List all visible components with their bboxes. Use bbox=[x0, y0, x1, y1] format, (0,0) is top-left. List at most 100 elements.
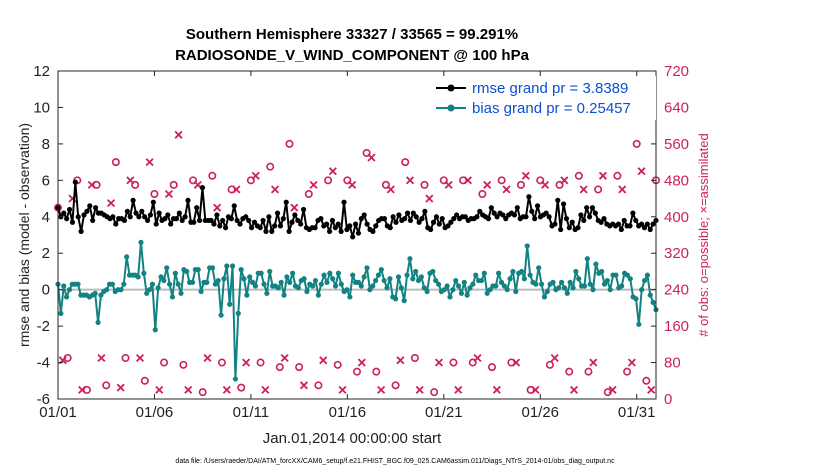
rmse-point bbox=[592, 210, 598, 216]
rmse-point bbox=[601, 216, 607, 222]
rmse-point bbox=[228, 216, 234, 222]
obs-possible-marker bbox=[381, 180, 390, 189]
bias-point bbox=[447, 294, 453, 300]
y-axis-right-label: # of obs: o=possible; ×=assimilated bbox=[696, 133, 711, 336]
y-axis-label: rmse and bias (model - observation) bbox=[16, 123, 32, 347]
y-tick-label: -4 bbox=[37, 355, 50, 372]
obs-possible-marker bbox=[574, 171, 583, 180]
obs-possible-marker bbox=[410, 353, 419, 362]
bias-point bbox=[498, 279, 505, 285]
bias-point bbox=[570, 285, 576, 291]
x-tick-label: 01/06 bbox=[136, 404, 174, 421]
obs-assimilated-marker bbox=[386, 185, 395, 194]
rmse-point bbox=[274, 210, 281, 216]
rmse-point bbox=[454, 212, 460, 218]
axes: -6 -4 -2 0 2 4 6 8 10 12 0 80 160 240 320 400 480 560 640 7… bbox=[33, 63, 689, 421]
bias-point bbox=[518, 268, 525, 275]
obs-count-markers bbox=[53, 130, 660, 397]
bias-point bbox=[627, 276, 633, 282]
bias-point bbox=[604, 277, 610, 284]
y-tick-label: 10 bbox=[33, 99, 50, 116]
obs-possible-marker bbox=[246, 176, 255, 185]
obs-assimilated-marker bbox=[232, 185, 241, 194]
rmse-point bbox=[627, 223, 633, 229]
bias-point bbox=[252, 283, 259, 289]
rmse-point bbox=[318, 216, 324, 222]
y-right-tick-label: 480 bbox=[664, 172, 689, 189]
chart-title-line2: RADIOSONDE_V_WIND_COMPONENT @ 100 hPa bbox=[175, 47, 530, 64]
rmse-point bbox=[491, 210, 497, 216]
obs-assimilated-marker bbox=[483, 180, 492, 189]
bias-point bbox=[161, 277, 167, 284]
rmse-point bbox=[390, 214, 396, 220]
bias-point bbox=[138, 239, 144, 245]
rmse-point bbox=[638, 221, 645, 227]
bias-point bbox=[310, 283, 316, 289]
obs-possible-marker bbox=[430, 388, 439, 397]
y-tick-label: 0 bbox=[42, 282, 50, 299]
bias-point bbox=[58, 310, 64, 316]
y-right-tick-label: 80 bbox=[664, 355, 681, 372]
rmse-point bbox=[523, 214, 529, 220]
legend-bias-swatch-marker bbox=[447, 104, 455, 112]
obs-assimilated-marker bbox=[261, 385, 270, 394]
rmse-point bbox=[350, 234, 356, 240]
obs-assimilated-marker bbox=[425, 194, 434, 203]
bias-point bbox=[581, 283, 588, 289]
bias-point bbox=[590, 287, 596, 293]
rmse-point bbox=[560, 201, 567, 207]
rmse-point bbox=[650, 221, 656, 227]
rmse-point bbox=[488, 205, 494, 211]
bias-point bbox=[584, 256, 590, 262]
bias-point bbox=[444, 283, 450, 289]
rmse-point bbox=[485, 216, 492, 222]
obs-assimilated-marker bbox=[107, 199, 116, 208]
bias-point bbox=[278, 279, 284, 285]
rmse-point bbox=[387, 225, 393, 231]
bias-point bbox=[144, 290, 150, 296]
bias-point bbox=[607, 287, 613, 293]
bias-point bbox=[533, 281, 539, 287]
rmse-point bbox=[179, 217, 185, 224]
obs-possible-marker bbox=[488, 363, 497, 372]
rmse-point bbox=[243, 214, 249, 220]
bias-point bbox=[152, 327, 158, 333]
bias-point bbox=[195, 267, 201, 273]
rmse-point bbox=[451, 216, 457, 222]
bias-point bbox=[355, 279, 362, 285]
bias-point bbox=[364, 265, 370, 271]
bias-point bbox=[118, 287, 124, 293]
bias-point bbox=[261, 281, 267, 287]
bias-point bbox=[404, 272, 410, 278]
obs-possible-marker bbox=[121, 353, 130, 362]
rmse-point bbox=[260, 217, 266, 224]
obs-assimilated-marker bbox=[135, 353, 145, 363]
bias-point bbox=[558, 279, 565, 285]
bias-point bbox=[146, 287, 153, 293]
bias-point bbox=[496, 270, 502, 276]
plot-frame bbox=[57, 70, 657, 400]
x-tick-label: 01/11 bbox=[233, 404, 269, 421]
y-tick-label: -2 bbox=[37, 318, 50, 335]
obs-possible-marker bbox=[179, 360, 188, 369]
bias-point bbox=[564, 290, 570, 296]
obs-assimilated-marker bbox=[560, 176, 569, 185]
bias-point bbox=[375, 272, 382, 278]
rmse-point bbox=[220, 217, 226, 224]
rmse-point bbox=[191, 219, 197, 225]
bias-point bbox=[401, 298, 407, 304]
bias-point bbox=[381, 277, 387, 284]
bias-point bbox=[567, 279, 573, 285]
rmse-point bbox=[292, 212, 298, 218]
rmse-point bbox=[575, 225, 581, 231]
legend-box bbox=[420, 76, 656, 120]
obs-possible-marker bbox=[478, 190, 487, 199]
bias-point bbox=[461, 279, 467, 285]
rmse-point bbox=[251, 219, 258, 225]
bias-point bbox=[267, 268, 273, 275]
rmse-point bbox=[581, 217, 587, 224]
obs-assimilated-marker bbox=[174, 130, 183, 139]
bias-point bbox=[189, 279, 196, 285]
x-tick-label: 01/16 bbox=[329, 404, 367, 421]
obs-possible-marker bbox=[507, 358, 516, 367]
